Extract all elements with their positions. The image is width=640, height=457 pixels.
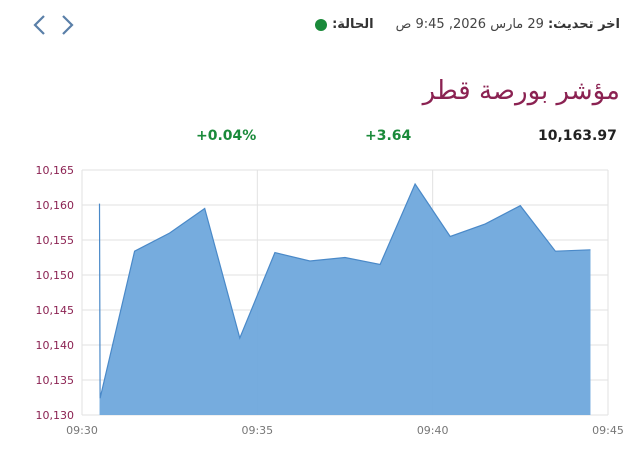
- y-tick-label: 10,145: [36, 304, 75, 317]
- y-tick-label: 10,135: [36, 374, 75, 387]
- status-label: الحالة:: [332, 17, 374, 32]
- page-title: مؤشر بورصة قطر: [422, 76, 620, 106]
- x-tick-label: 09:45: [592, 424, 624, 437]
- series-area: [99, 184, 591, 415]
- status-dot-icon: [315, 18, 328, 31]
- y-tick-label: 10,155: [36, 234, 75, 247]
- x-tick-label: 09:40: [417, 424, 449, 437]
- chevron-right-icon: [62, 15, 74, 35]
- y-tick-label: 10,140: [36, 339, 75, 352]
- index-chart: 10,130 10,135 10,140 10,145 10,150 10,155 10,1…: [36, 164, 624, 437]
- y-tick-label: 10,160: [36, 199, 75, 212]
- y-tick-label: 10,130: [36, 409, 75, 422]
- last-update-value: 29 مارس 2026, 9:45 ص: [395, 17, 544, 32]
- series-line: [98, 182, 591, 399]
- last-update: اخر تحديث: 29 مارس 2026, 9:45 ص: [396, 17, 620, 32]
- x-tick-label: 09:30: [66, 424, 98, 437]
- y-tick-label: 10,150: [36, 269, 75, 282]
- x-tick-label: 09:35: [241, 424, 273, 437]
- index-value: 10,163.97: [538, 128, 617, 144]
- next-button[interactable]: [55, 12, 77, 38]
- last-update-label: اخر تحديث:: [547, 17, 620, 32]
- status-bar: الحالة: اخر تحديث: 29 مارس 2026, 9:45 ص: [315, 17, 620, 32]
- y-tick-label: 10,165: [36, 164, 75, 177]
- index-change: +3.64: [365, 128, 412, 144]
- chevron-left-icon: [33, 15, 45, 35]
- previous-button[interactable]: [30, 12, 52, 38]
- index-change-percent: +0.04%: [196, 128, 257, 144]
